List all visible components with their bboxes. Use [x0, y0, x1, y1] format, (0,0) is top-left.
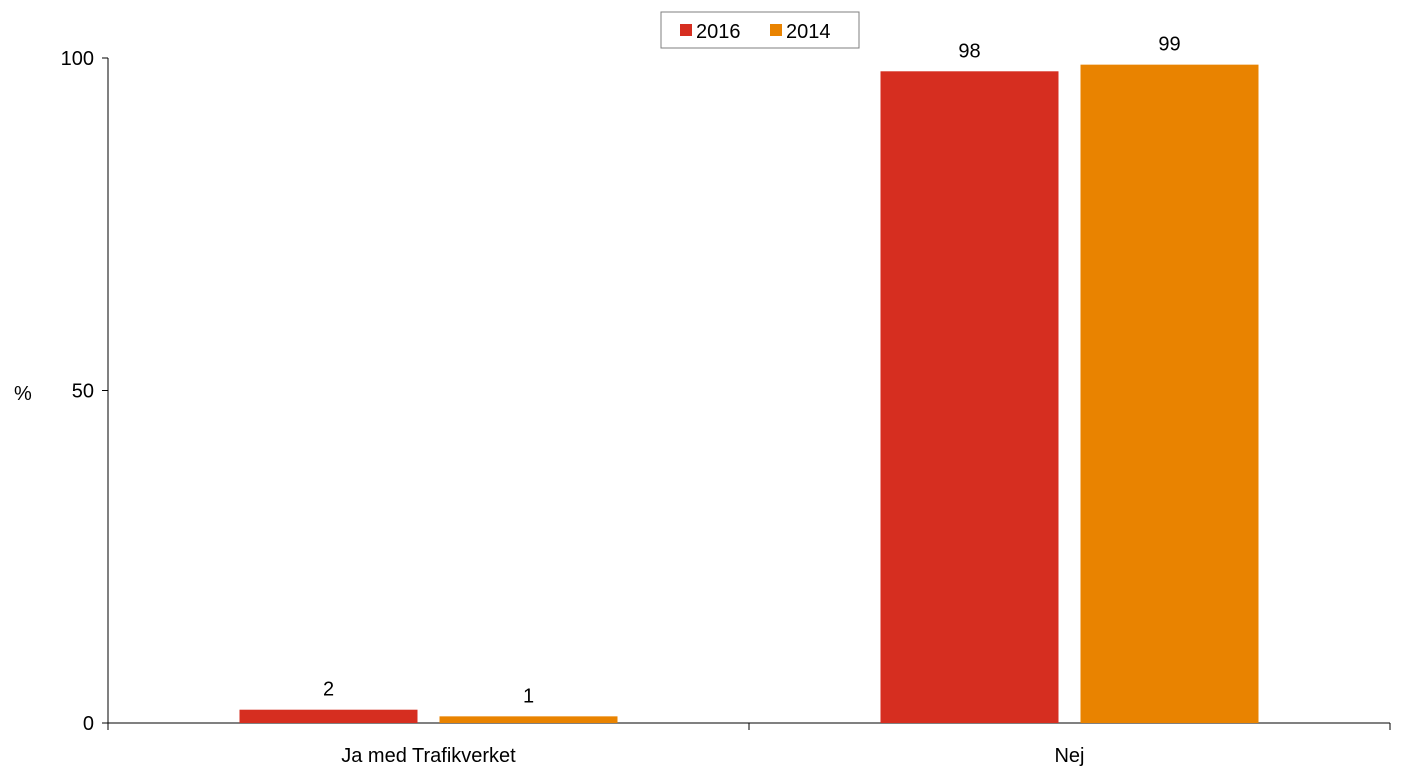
legend: 2016 2014	[660, 11, 860, 49]
bar-2016-0	[239, 709, 418, 723]
legend-box	[660, 11, 860, 49]
bars	[239, 64, 1259, 724]
bar-2014-1	[1080, 64, 1259, 723]
y-tick-label: 50	[72, 381, 94, 403]
bar-2014-0	[439, 716, 618, 723]
legend-label-2016: 2016	[696, 21, 741, 43]
legend-swatch-2016	[680, 24, 692, 36]
x-category-label: Nej	[1054, 745, 1084, 767]
labels: 2 1 Ja med Trafikverket 98 99 Nej	[323, 34, 1181, 767]
x-category-label: Ja med Trafikverket	[341, 745, 516, 767]
y-axis-label: %	[14, 383, 32, 405]
data-label: 99	[1158, 34, 1180, 56]
bar-2016-1	[880, 71, 1059, 724]
legend-swatch-2014	[770, 24, 782, 36]
data-label: 1	[523, 685, 534, 707]
legend-label-2014: 2014	[786, 21, 831, 43]
data-label: 98	[958, 40, 980, 62]
data-label: 2	[323, 679, 334, 701]
y-tick-label: 100	[61, 48, 94, 70]
y-tick-label: 0	[83, 713, 94, 735]
